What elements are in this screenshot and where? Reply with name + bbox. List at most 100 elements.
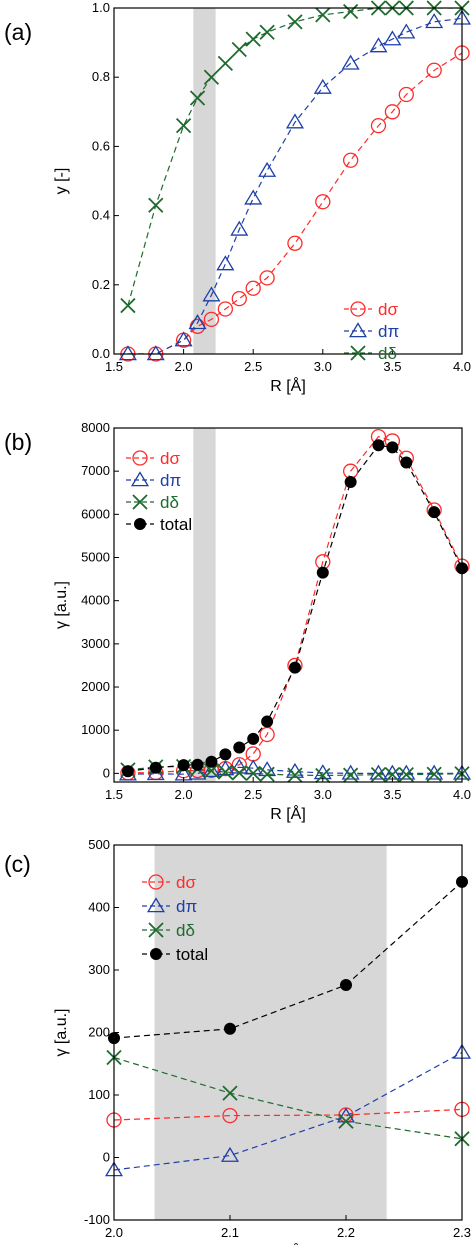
series-group (127, 8, 462, 354)
y-tick-label: 300 (88, 962, 110, 977)
panel-label: (a) (4, 19, 32, 45)
shaded-band (154, 845, 387, 1220)
data-point-dot (386, 441, 399, 454)
data-point-triangle (383, 30, 402, 46)
data-point-dot (224, 1022, 236, 1035)
legend-marker-triangle (146, 897, 166, 913)
x-tick-label: 2.5 (244, 787, 262, 802)
legend-label: dπ (378, 322, 399, 341)
data-point-triangle (258, 161, 277, 177)
data-point-dot (247, 732, 260, 745)
data-point-triangle (369, 764, 388, 780)
panel-label: (c) (4, 851, 31, 877)
data-point-cross (245, 765, 261, 782)
y-tick-label: 100 (88, 1087, 110, 1102)
data-point-triangle (220, 1146, 240, 1162)
shaded-band (193, 8, 216, 354)
y-tick-label: 0.2 (92, 277, 110, 292)
data-point-circle (245, 746, 261, 762)
data-point-triangle (341, 764, 360, 780)
legend-marker-dot (134, 518, 146, 530)
data-point-circle (203, 311, 220, 328)
data-point-cross (384, 767, 401, 783)
y-tick-label: 3000 (81, 636, 110, 651)
x-tick-label: 2.2 (337, 1225, 355, 1240)
y-axis-label: γ [a.u.] (53, 1008, 70, 1056)
data-point-triangle (146, 345, 165, 361)
x-tick-label: 3.5 (383, 359, 401, 374)
legend-marker-cross (350, 345, 366, 361)
data-point-cross (315, 7, 331, 23)
data-point-cross (203, 69, 220, 85)
legend-label: total (160, 515, 192, 534)
data-point-circle (370, 117, 387, 134)
legend-marker-dot (150, 948, 162, 960)
data-point-circle (315, 194, 331, 210)
series-line-circle (127, 435, 462, 774)
x-axis-label: R [Å] (270, 804, 306, 823)
legend-marker-circle (132, 450, 148, 466)
legend-marker-triangle (130, 471, 150, 487)
y-tick-label: 8000 (81, 420, 110, 435)
panel-3: 2.0 2.1 2.2 2.3 -100 0 100 200 300 400 500 R [Å] γ [… (4, 837, 471, 1245)
legend-label: dδ (176, 921, 195, 940)
data-point-cross (203, 763, 220, 779)
data-point-cross (398, 767, 414, 783)
legend: dσ dπ dδ total (142, 873, 208, 964)
y-tick-label: 0 (103, 765, 110, 780)
data-point-cross (245, 31, 261, 47)
legend-label: dσ (176, 873, 196, 892)
data-point-triangle (146, 765, 165, 781)
x-tick-label: 4.0 (453, 359, 471, 374)
data-point-triangle (202, 762, 221, 778)
data-point-cross (370, 767, 387, 783)
x-tick-label: 2.0 (105, 1225, 123, 1240)
series-group (114, 881, 462, 1171)
series-line-cross (114, 1056, 462, 1140)
data-point-circle (342, 152, 359, 168)
data-point-dot (340, 979, 352, 991)
legend-marker-triangle (348, 322, 368, 338)
legend: dσ dπ dδ (344, 300, 399, 363)
plot-frame (113, 427, 463, 783)
data-point-triangle (369, 37, 388, 53)
data-point-triangle (216, 255, 235, 271)
data-point-cross (217, 764, 233, 780)
x-tick-label: 1.5 (105, 359, 123, 374)
x-tick-label: 3.0 (314, 359, 332, 374)
data-point-triangle (188, 314, 207, 330)
x-axis-label: R [Å] (270, 1242, 306, 1245)
y-tick-label: 200 (88, 1025, 110, 1040)
data-point-circle (384, 104, 401, 120)
data-point-triangle (425, 13, 444, 29)
data-point-triangle (118, 345, 137, 361)
data-point-triangle (230, 220, 249, 236)
y-axis-label: y [-] (53, 168, 70, 195)
y-tick-label: 4000 (81, 593, 110, 608)
data-point-cross (338, 1113, 354, 1129)
data-point-cross (287, 767, 303, 783)
series-line-cross (127, 8, 462, 306)
y-tick-label: 5000 (81, 550, 110, 565)
legend-marker-circle (350, 301, 366, 317)
data-point-cross (120, 297, 136, 314)
legend-label: dδ (160, 493, 179, 512)
y-tick-label: 2000 (81, 679, 110, 694)
data-point-circle (217, 301, 234, 317)
legend-marker-circle (148, 874, 164, 890)
data-point-dot (428, 506, 441, 519)
series-line-triangle (127, 17, 462, 354)
data-point-cross (259, 24, 275, 40)
x-tick-label: 2.3 (453, 1225, 471, 1240)
legend-label: total (176, 945, 208, 964)
y-tick-label: 1.0 (92, 0, 110, 15)
x-tick-label: 2.0 (175, 787, 193, 802)
data-point-circle (222, 1107, 238, 1124)
data-point-cross (343, 767, 359, 783)
legend-marker-cross (132, 494, 148, 510)
x-tick-label: 2.0 (175, 359, 193, 374)
legend-marker-cross (148, 922, 164, 938)
y-tick-label: 0.8 (92, 69, 110, 84)
data-point-triangle (244, 189, 263, 205)
data-point-dot (316, 566, 329, 579)
